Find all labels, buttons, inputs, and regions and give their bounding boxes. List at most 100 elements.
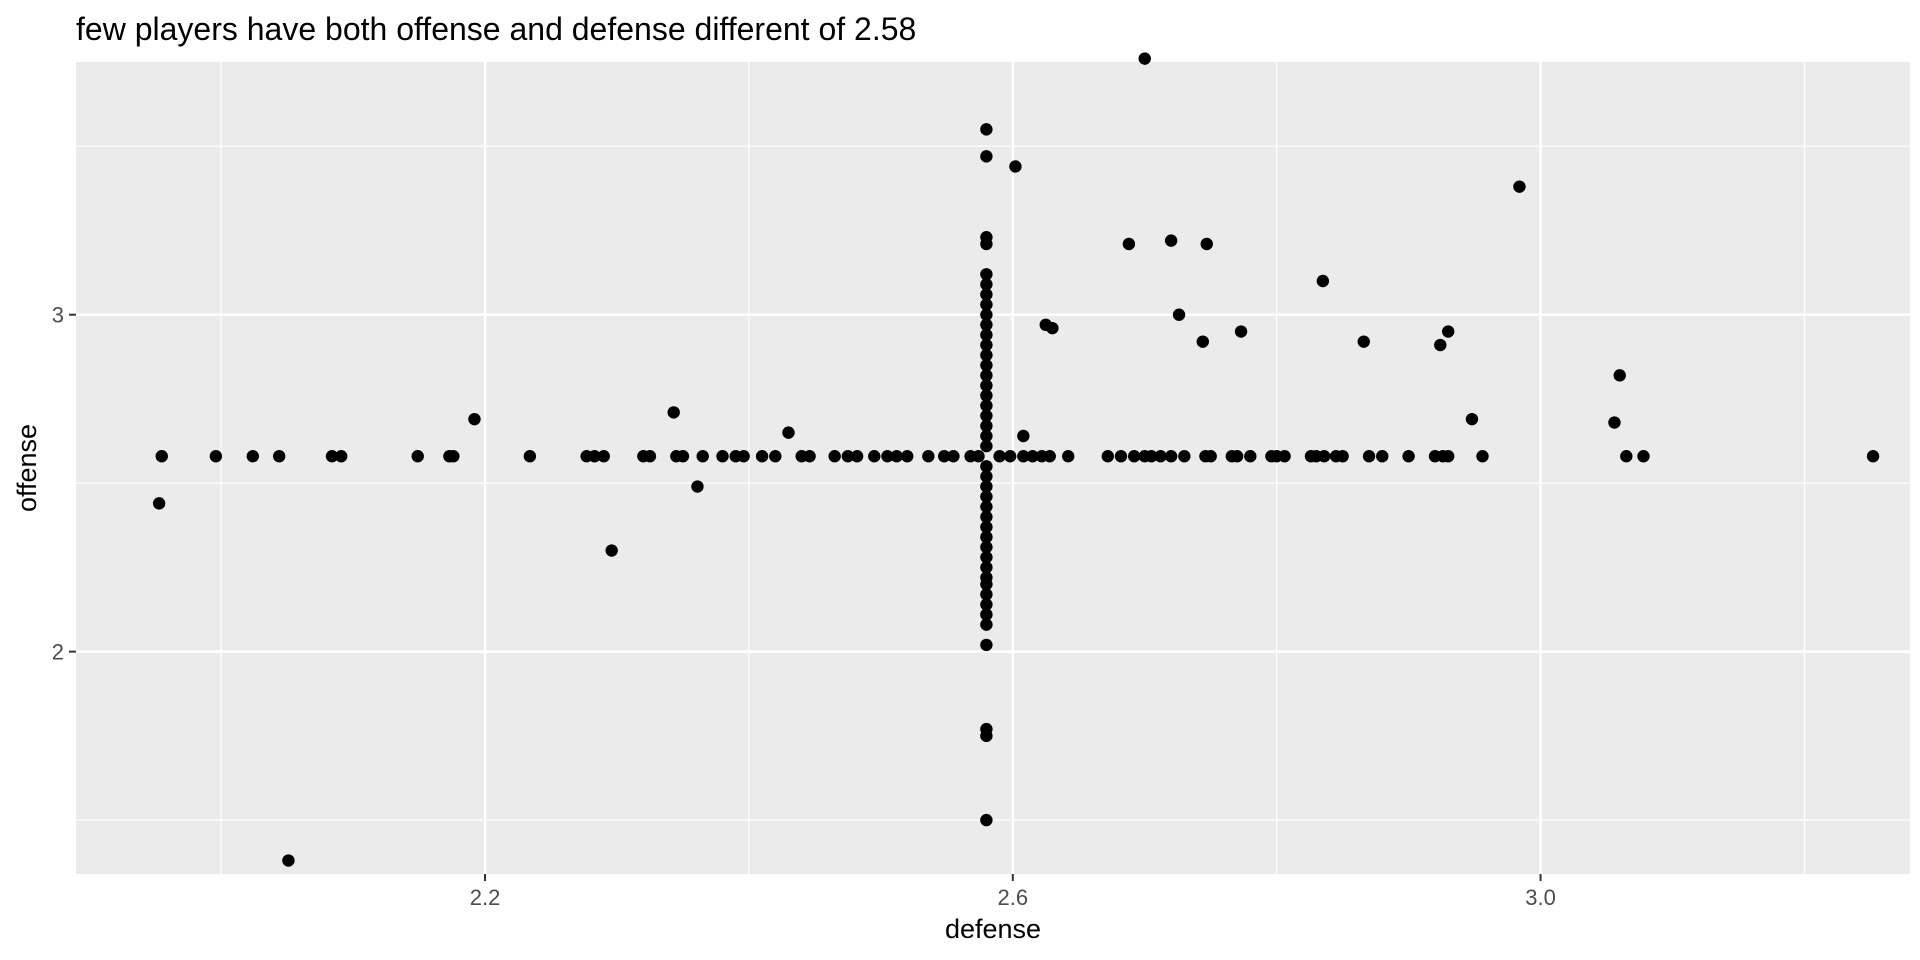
data-point <box>980 298 993 311</box>
data-point <box>1620 450 1633 463</box>
x-tick-label: 2.6 <box>997 885 1028 910</box>
data-point <box>1164 234 1178 247</box>
data-point <box>1026 450 1039 463</box>
data-point <box>696 450 709 463</box>
data-point <box>1402 450 1415 463</box>
data-point <box>980 551 993 564</box>
data-point <box>980 389 993 402</box>
data-point <box>1362 450 1376 463</box>
data-point <box>643 450 657 463</box>
data-point <box>1196 335 1209 348</box>
data-point <box>1204 450 1217 463</box>
data-point <box>980 510 993 524</box>
data-point <box>1230 450 1244 463</box>
data-point <box>1138 52 1151 65</box>
data-point <box>980 460 993 473</box>
data-point <box>1122 237 1136 251</box>
data-point <box>272 450 286 463</box>
plot-panel <box>76 62 1910 874</box>
data-point <box>980 638 993 652</box>
data-point <box>980 328 993 342</box>
data-point <box>1357 335 1370 348</box>
data-point <box>716 450 729 463</box>
data-point <box>980 588 993 601</box>
data-point <box>1336 450 1349 463</box>
data-point <box>980 288 993 301</box>
data-point <box>980 618 993 631</box>
data-point <box>737 450 750 463</box>
data-point <box>937 450 951 463</box>
data-point <box>980 359 993 372</box>
data-point <box>803 450 816 463</box>
data-point <box>1476 450 1489 463</box>
data-point <box>246 450 260 463</box>
data-point <box>980 722 993 736</box>
data-point <box>980 348 993 362</box>
data-point <box>667 406 680 419</box>
data-point <box>980 598 993 611</box>
data-point <box>1866 450 1880 463</box>
data-point <box>1017 450 1030 463</box>
data-point <box>1442 325 1455 338</box>
data-point <box>755 450 769 463</box>
data-point <box>980 429 993 443</box>
data-point <box>980 338 993 352</box>
data-point <box>980 500 993 513</box>
data-point <box>901 450 914 463</box>
data-point <box>1101 450 1114 463</box>
data-point <box>868 450 881 463</box>
data-point <box>691 480 704 493</box>
data-point <box>1200 237 1213 251</box>
data-point <box>850 450 864 463</box>
data-point <box>523 450 537 463</box>
data-point <box>605 544 618 557</box>
x-tick-label: 2.2 <box>470 885 501 910</box>
data-point <box>1317 450 1331 463</box>
data-point <box>1062 450 1075 463</box>
x-axis-ticks: 2.2 2.6 3.0 <box>470 874 1556 910</box>
data-point <box>980 561 993 574</box>
data-point <box>980 318 993 332</box>
data-point <box>1127 450 1141 463</box>
data-point <box>947 450 960 463</box>
data-point <box>1164 450 1178 463</box>
data-point <box>980 520 993 534</box>
data-point <box>980 470 993 483</box>
data-point <box>1316 274 1330 288</box>
data-point <box>1145 450 1158 463</box>
data-point <box>980 399 993 412</box>
data-point <box>325 450 339 463</box>
data-point <box>1513 180 1526 193</box>
data-point <box>980 530 993 544</box>
data-point <box>980 409 993 422</box>
data-point <box>1465 412 1479 426</box>
data-point <box>1613 369 1626 382</box>
data-point <box>1046 321 1059 335</box>
data-point <box>209 450 223 463</box>
data-point <box>588 450 601 463</box>
data-points <box>152 52 1880 867</box>
data-point <box>980 419 993 433</box>
data-point <box>980 268 993 281</box>
data-point <box>980 813 993 827</box>
data-point <box>828 450 841 463</box>
data-point <box>972 450 985 463</box>
data-point <box>980 308 993 321</box>
data-point <box>782 426 795 439</box>
data-point <box>1637 450 1650 463</box>
data-point <box>922 450 935 463</box>
data-point <box>980 369 993 382</box>
data-point <box>1234 325 1248 338</box>
data-point <box>980 379 993 392</box>
data-point <box>980 439 993 453</box>
data-point <box>1017 429 1030 443</box>
x-tick-label: 3.0 <box>1525 885 1556 910</box>
y-axis-ticks: 23 <box>52 303 76 665</box>
data-point <box>597 450 610 463</box>
data-point <box>993 450 1006 463</box>
data-point <box>980 150 993 163</box>
data-point <box>335 450 348 463</box>
data-point <box>282 854 295 867</box>
data-point <box>152 497 166 510</box>
data-point <box>1043 450 1056 463</box>
